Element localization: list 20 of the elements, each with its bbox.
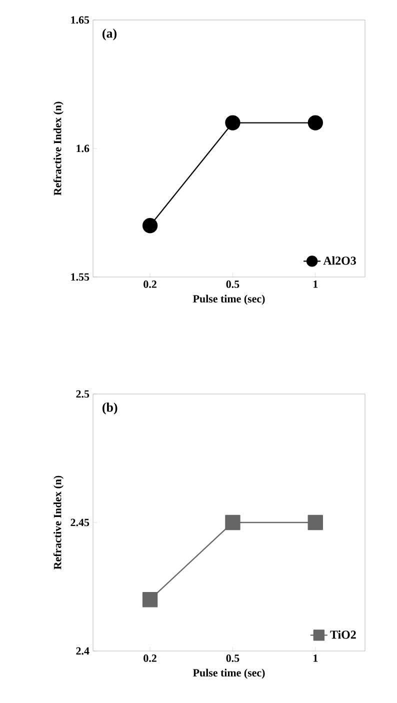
- x-tick-label: 0.5: [226, 280, 240, 288]
- legend-label: Al2O3: [323, 256, 356, 265]
- y-tick-label: 1.65: [71, 16, 90, 24]
- annotation: (a): [102, 28, 116, 40]
- x-tick-label: 1: [314, 654, 318, 662]
- y-tick-label: 2.4: [76, 647, 90, 655]
- y-tick-label: 1.6: [76, 144, 90, 152]
- annotation: (b): [102, 402, 118, 414]
- x-tick-label: 0.2: [144, 654, 156, 662]
- y-tick-label: 1.55: [71, 273, 90, 281]
- y-tick-label: 2.5: [76, 390, 90, 398]
- x-tick-label: 1: [314, 280, 318, 288]
- y-axis-title: Refractive Index (n): [53, 102, 64, 196]
- x-tick-label: 0.2: [144, 280, 156, 288]
- y-tick-label: 2.45: [70, 518, 90, 526]
- x-tick-label: 0.5: [226, 654, 240, 662]
- y-axis-title: Refractive Index (n): [53, 476, 64, 570]
- x-axis-title: Pulse time (sec): [192, 294, 265, 305]
- legend-label: TiO2: [330, 630, 356, 639]
- x-axis-title: Pulse time (sec): [192, 668, 265, 679]
